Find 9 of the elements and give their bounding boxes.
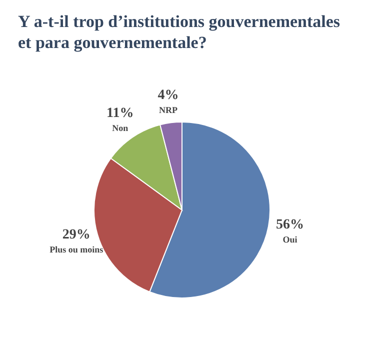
- data-label: 56%: [276, 218, 304, 233]
- slice-label: NRP: [158, 104, 178, 115]
- data-label: 4%: [158, 88, 179, 103]
- chart-title: Y a-t-il trop d’institutions gouvernementales et para gouvernementale?: [18, 12, 340, 52]
- data-label: 11%: [106, 106, 134, 122]
- slice-label: Oui: [282, 234, 298, 245]
- slice-label: Non: [112, 123, 128, 134]
- data-label: 29%: [62, 228, 90, 243]
- slice-label: Plus ou moins: [50, 244, 104, 255]
